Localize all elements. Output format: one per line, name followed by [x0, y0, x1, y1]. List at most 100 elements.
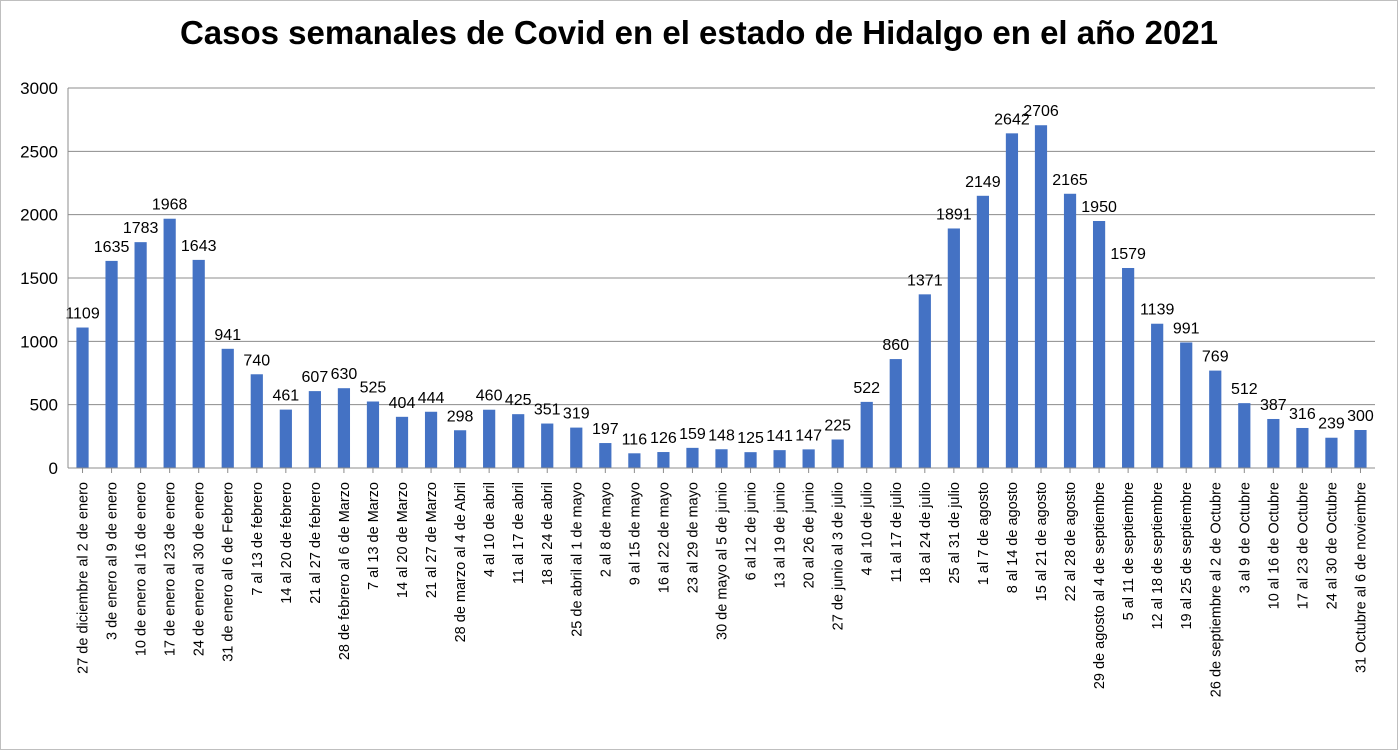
x-tick-label: 10 de enero al 16 de enero — [134, 482, 150, 656]
data-label: 404 — [389, 395, 416, 412]
x-tick-label: 30 de mayo al 5 de junio — [715, 482, 731, 640]
x-tick-label: 21 al 27 de Marzo — [424, 482, 440, 598]
bar — [1005, 133, 1019, 468]
data-label: 319 — [563, 406, 590, 423]
bar — [1354, 430, 1367, 468]
x-tick-label: 18 al 24 de abril — [540, 482, 556, 585]
bar — [889, 359, 902, 468]
x-tick-label: 26 de septiembre al 2 de Octubre — [1208, 482, 1224, 697]
data-label: 116 — [622, 431, 648, 448]
data-label: 351 — [534, 402, 561, 419]
bar — [1034, 125, 1048, 469]
x-tick-label: 7 al 13 de Marzo — [366, 482, 382, 590]
bar — [947, 228, 960, 468]
bar — [163, 218, 176, 468]
bar — [657, 452, 670, 468]
data-label: 1643 — [181, 238, 217, 255]
bar — [1180, 342, 1193, 468]
bar — [76, 327, 89, 468]
x-tick-label: 8 al 14 de agosto — [1005, 482, 1021, 593]
data-label: 1968 — [152, 197, 188, 214]
data-label: 1371 — [907, 272, 943, 289]
x-tick-label: 29 de agosto al 4 de septiembre — [1092, 482, 1108, 689]
bar — [395, 416, 409, 468]
y-tick-label: 3000 — [20, 79, 58, 98]
x-tick-label: 28 de marzo al 4 de Abril — [453, 482, 469, 642]
x-tick-label: 24 al 30 de Octubre — [1324, 482, 1340, 609]
data-label: 522 — [853, 380, 880, 397]
data-label: 1139 — [1140, 302, 1175, 319]
bar — [628, 453, 641, 468]
x-tick-label: 1 al 7 de agosto — [976, 482, 992, 585]
data-label: 460 — [476, 388, 503, 405]
data-label: 991 — [1173, 320, 1200, 337]
data-label: 2149 — [965, 174, 1001, 191]
x-tick-label: 25 de abril al 1 de mayo — [569, 482, 585, 637]
data-label: 148 — [708, 427, 735, 444]
gridlines — [68, 87, 1375, 469]
bar — [599, 443, 612, 468]
x-tick-label: 31 Octubre al 6 de noviembre — [1353, 482, 1369, 673]
chart-title: Casos semanales de Covid en el estado de… — [179, 14, 1219, 51]
data-label: 298 — [447, 408, 474, 425]
data-label: 1891 — [936, 206, 972, 223]
bar — [424, 411, 438, 468]
bar — [1063, 193, 1077, 468]
x-tick-label: 4 al 10 de abril — [482, 482, 498, 577]
bar — [483, 409, 496, 468]
data-label: 740 — [243, 352, 270, 369]
data-label: 239 — [1318, 416, 1345, 433]
x-tick-label: 11 al 17 de julio — [889, 482, 905, 583]
x-tick-label: 9 al 15 de mayo — [627, 482, 643, 585]
data-label: 630 — [331, 366, 358, 383]
bar — [1267, 418, 1280, 468]
data-label: 425 — [505, 392, 532, 409]
y-tick-label: 2500 — [20, 142, 58, 161]
x-tick-label: 24 de enero al 30 de enero — [192, 482, 208, 656]
bar — [308, 391, 321, 468]
x-tick-label: 19 al 25 de septiembre — [1179, 482, 1195, 630]
bar — [802, 449, 815, 468]
bar — [221, 348, 234, 468]
bar — [715, 449, 728, 468]
x-tick-label: 2 al 8 de mayo — [598, 482, 614, 577]
y-tick-label: 500 — [30, 396, 58, 415]
data-label: 769 — [1202, 349, 1229, 366]
bar — [1151, 323, 1164, 468]
x-tick-label: 3 de enero al 9 de enero — [105, 482, 121, 640]
x-tick-label: 20 al 26 de junio — [802, 482, 818, 588]
x-tick-label: 12 al 18 de septiembre — [1150, 482, 1166, 630]
bar — [570, 427, 583, 468]
data-label: 941 — [214, 327, 241, 344]
x-tick-label: 27 de junio al 3 de julio — [831, 482, 847, 630]
x-tick-label: 6 al 12 de junio — [744, 482, 760, 580]
bar — [541, 423, 554, 468]
data-label: 225 — [824, 418, 851, 435]
x-tick-label: 5 al 11 de septiembre — [1121, 482, 1137, 620]
x-tick-label: 14 al 20 de febrero — [279, 482, 295, 604]
data-label: 197 — [592, 421, 619, 438]
data-label: 607 — [302, 369, 329, 386]
bar — [744, 452, 757, 468]
data-label: 141 — [766, 428, 793, 445]
x-tick-label: 17 al 23 de Octubre — [1295, 482, 1311, 609]
data-label: 147 — [795, 427, 822, 444]
x-tick-label: 25 al 31 de julio — [947, 482, 963, 584]
x-tick-label: 4 al 10 de julio — [860, 482, 876, 576]
bar — [454, 430, 467, 468]
x-tick-label: 10 al 16 de Octubre — [1266, 482, 1282, 609]
data-label: 1950 — [1081, 199, 1117, 216]
bar — [918, 294, 931, 468]
bar — [1325, 437, 1338, 468]
data-label: 2165 — [1052, 172, 1088, 189]
bar — [860, 401, 873, 468]
bar — [512, 414, 525, 468]
x-tick-label: 28 de febrero al 6 de Marzo — [337, 482, 353, 660]
data-label: 2706 — [1023, 103, 1059, 120]
x-tick-label: 11 al 17 de abril — [511, 482, 527, 584]
x-tick-label: 15 al 21 de agosto — [1034, 482, 1050, 601]
bar — [976, 195, 989, 468]
x-tick-label: 17 de enero al 23 de enero — [163, 482, 179, 656]
